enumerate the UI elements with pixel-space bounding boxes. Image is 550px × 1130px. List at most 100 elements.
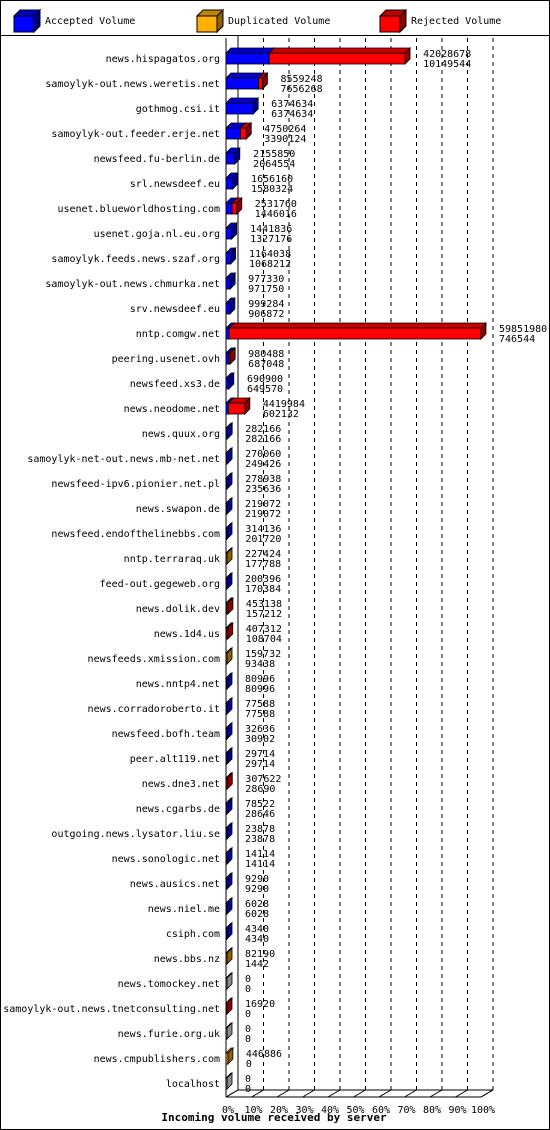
bar-group [225,1072,233,1090]
value-label-top: 278938 [245,474,281,485]
floor-tick [455,1089,468,1098]
value-label-bottom: 201720 [245,534,281,545]
value-label-top: 227424 [245,549,281,560]
bar-group [225,422,234,440]
accepted-bar [225,752,228,765]
value-label-bottom: 10149544 [423,59,471,70]
category-label: usenet.blueworldhosting.com [57,204,220,215]
bar-group [225,122,253,140]
accepted-bar [225,327,230,340]
category-label: localhost [166,1079,220,1090]
accepted-bar [225,902,228,915]
legend-swatch [13,15,35,33]
value-label-bottom: 1327176 [250,234,292,245]
x-tick-label: 20% [270,1105,288,1116]
value-label-bottom: 14114 [245,859,275,870]
accepted-bar [225,352,230,365]
accepted-bar [225,827,228,840]
value-label-top: 1441836 [250,224,292,235]
legend-label: Rejected Volume [411,16,501,27]
category-label: news.tomockey.net [118,979,220,990]
rejected-bar [226,602,229,615]
category-label: samoylyk-out.news.chmurka.net [45,279,220,290]
value-label-top: 78522 [245,799,275,810]
value-label-top: 200396 [245,574,281,585]
accepted-bar [225,177,234,190]
value-label-bottom: 649570 [247,384,283,395]
value-label-top: 446886 [246,1049,282,1060]
x-axis-ticks: 0% 10% 20% 30% 40% 50% 60% 70% 80% 90% 100% [222,1105,495,1116]
value-label-bottom: 235636 [245,484,281,495]
accepted-bar [225,152,236,165]
bar-group [225,522,233,540]
accepted-bar [225,102,254,115]
value-label-bottom: 219072 [245,509,281,520]
empty-bar [225,1027,228,1040]
category-label: news.swapon.de [136,504,220,515]
value-label-bottom: 3390124 [264,134,306,145]
category-label: newsfeed.xs3.de [130,379,220,390]
accepted-bar [225,302,231,315]
bar-group [225,697,233,715]
duplicated-bar [225,952,228,965]
accepted-bar [225,227,233,240]
accepted-bar [225,452,228,465]
category-label: news.sonologic.net [112,854,220,865]
x-tick-label: 30% [295,1105,313,1116]
rejected-bar [240,127,247,140]
bar-group [225,997,233,1015]
value-label-bottom: 249426 [245,459,281,470]
floor-tick [251,1089,264,1098]
value-label-top: 282166 [245,424,281,435]
floor-tick [353,1089,366,1098]
plot-background [226,38,493,1097]
value-label-bottom: 29714 [245,759,275,770]
accepted-bar [225,477,228,490]
bar-group [225,772,234,790]
value-label-top: 32636 [245,724,275,735]
accepted-bar [225,427,228,440]
value-label-bottom: 4340 [245,934,269,945]
duplicated-bar [225,552,228,565]
value-label-bottom: 177788 [245,559,281,570]
accepted-bar-top [225,72,265,79]
bar-group [225,597,234,615]
value-label-bottom: 28646 [245,809,275,820]
category-label: news.quux.org [142,429,220,440]
value-label-top: 407312 [246,624,282,635]
rejected-bar-top [228,322,487,329]
x-tick-label: 50% [346,1105,364,1116]
value-label-top: 80996 [245,674,275,685]
accepted-bar [225,702,228,715]
category-label: samoylyk-out.news.weretis.net [45,79,220,90]
value-label-bottom: 28690 [245,784,275,795]
accepted-bar-top [225,97,260,104]
bar-group [225,222,238,240]
bar-group [225,822,233,840]
empty-bar [225,977,228,990]
category-label: news.dne3.net [142,779,220,790]
rejected-bar [225,777,228,790]
duplicated-bar [225,652,228,665]
bar-group [225,172,239,190]
bar-group [225,622,234,640]
x-tick-label: 100% [471,1105,495,1116]
value-label-top: 690900 [247,374,283,385]
value-label-top: 0 [245,1074,251,1085]
value-label-top: 307622 [245,774,281,785]
accepted-bar [225,927,228,940]
category-label: peering.usenet.ovh [112,354,220,365]
accepted-bar [225,77,260,90]
value-label-bottom: 1580324 [251,184,293,195]
value-label-bottom: 6374634 [271,109,313,120]
accepted-bar [225,802,228,815]
floor-tick [429,1089,443,1098]
rejected-bar [258,77,263,90]
floor-tick [276,1089,290,1098]
category-label: gothmog.csi.it [136,104,220,115]
floor-tick [378,1089,392,1098]
bar-group [225,497,233,515]
legend-label: Accepted Volume [45,16,135,27]
